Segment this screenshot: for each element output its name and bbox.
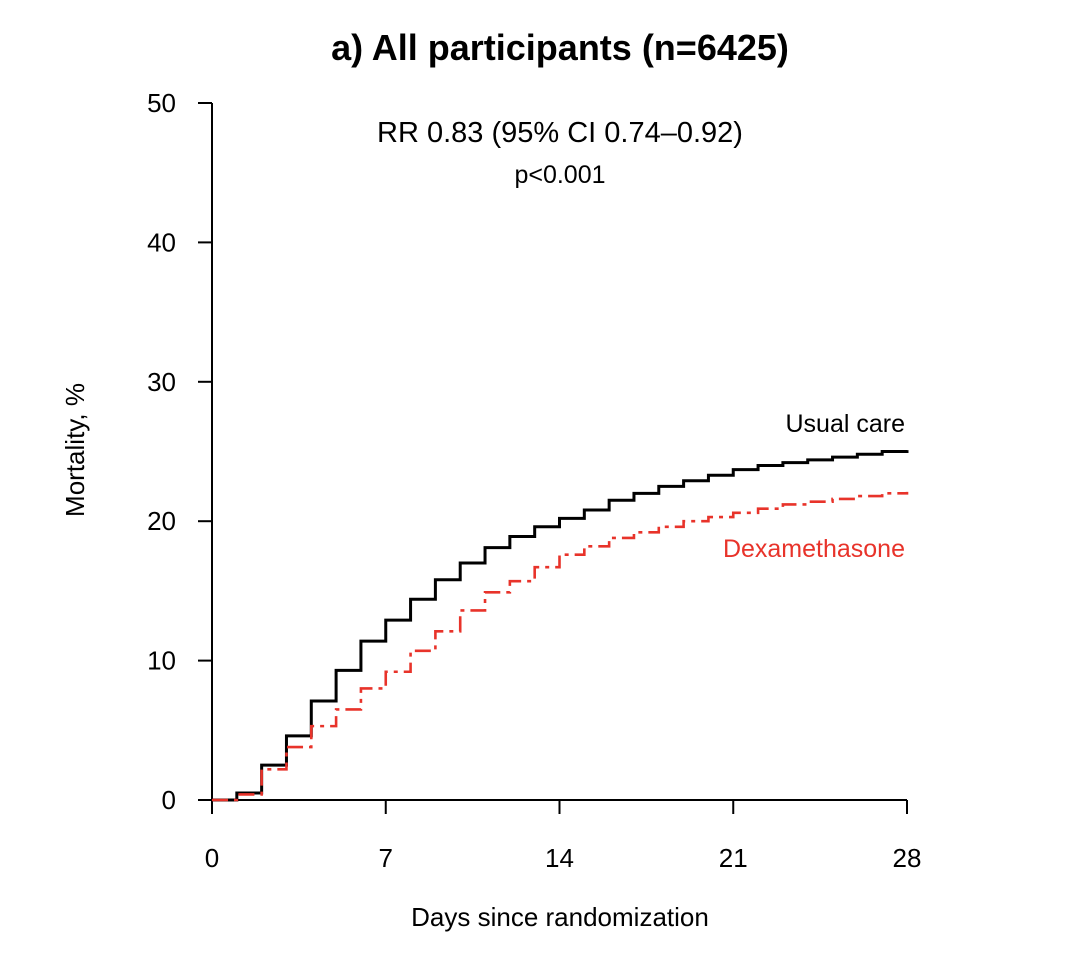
p-value-annotation: p<0.001 [514, 161, 605, 189]
y-tick-label: 0 [162, 785, 176, 815]
y-tick-label: 10 [147, 646, 176, 676]
x-tick-label: 21 [719, 843, 748, 873]
series-layer [212, 450, 907, 800]
series-label-dexamethasone: Dexamethasone [723, 535, 905, 563]
risk-ratio-annotation: RR 0.83 (95% CI 0.74–0.92) [377, 117, 743, 149]
y-tick-label: 40 [147, 227, 176, 257]
chart-title: a) All participants (n=6425) [331, 27, 789, 68]
y-tick-label: 20 [147, 506, 176, 536]
x-axis-label: Days since randomization [411, 902, 709, 932]
x-tick-label: 14 [545, 843, 574, 873]
y-axis-label: Mortality, % [60, 383, 90, 517]
y-tick-label: 30 [147, 367, 176, 397]
y-tick-label: 50 [147, 88, 176, 118]
x-tick-label: 28 [893, 843, 922, 873]
x-tick-label: 0 [205, 843, 219, 873]
series-label-usual-care: Usual care [786, 410, 906, 438]
km-mortality-chart: a) All participants (n=6425) RR 0.83 (95… [0, 0, 1090, 958]
axes: 0 10 20 30 40 50 0 7 14 21 28 [147, 88, 921, 873]
x-tick-label: 7 [379, 843, 393, 873]
series-line-usual-care [212, 450, 907, 800]
